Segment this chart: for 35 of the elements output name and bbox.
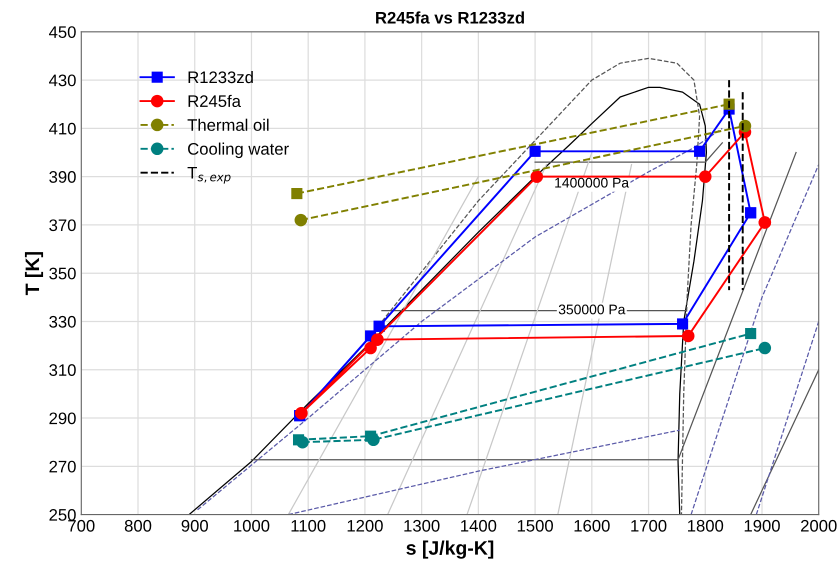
x-tick-label: 1100	[292, 520, 326, 532]
y-tick-label: 370	[49, 219, 76, 232]
y-tick-label: 350	[49, 268, 76, 280]
x-tick-label: 2000	[801, 520, 837, 532]
y-tick-label: 270	[49, 460, 76, 473]
x-tick-label: 1600	[574, 520, 610, 532]
legend-label: T$_{s,exp}$	[188, 167, 231, 184]
y-tick-label: 310	[49, 364, 76, 376]
y-tick-label: 330	[49, 316, 76, 328]
x-tick-label: 1200	[348, 520, 383, 532]
x-tick-label: 1400	[461, 520, 496, 532]
x-tick-label: 1300	[404, 520, 440, 532]
annotation: 1400000 Pa	[555, 178, 630, 188]
y-tick-label: 450	[49, 26, 76, 38]
y-axis-title: T [K]	[24, 252, 44, 296]
y-tick-label: 410	[49, 122, 76, 135]
x-tick-label: 800	[124, 520, 152, 532]
y-tick-label: 390	[49, 171, 76, 183]
x-tick-label: 1800	[688, 520, 724, 532]
x-tick-label: 1700	[631, 520, 666, 532]
x-tick-label: 1900	[744, 520, 780, 532]
x-tick-label: 1000	[234, 520, 270, 532]
x-tick-label: 700	[68, 520, 95, 532]
legend-label: R1233zd	[188, 70, 253, 84]
annotation: 350000 Pa	[558, 304, 626, 314]
y-tick-label: 290	[49, 412, 76, 424]
chart-title: R245fa vs R1233zd	[376, 11, 524, 24]
x-tick-label: 900	[182, 520, 208, 532]
y-tick-label: 250	[49, 509, 76, 521]
legend-label: Cooling water	[188, 142, 289, 158]
y-tick-label: 430	[49, 74, 76, 86]
x-axis-title: s [J/kg-K]	[406, 540, 494, 559]
legend-label: Thermal oil	[188, 118, 269, 131]
x-tick-label: 1500	[518, 520, 553, 532]
legend-label: R245fa	[188, 94, 241, 108]
